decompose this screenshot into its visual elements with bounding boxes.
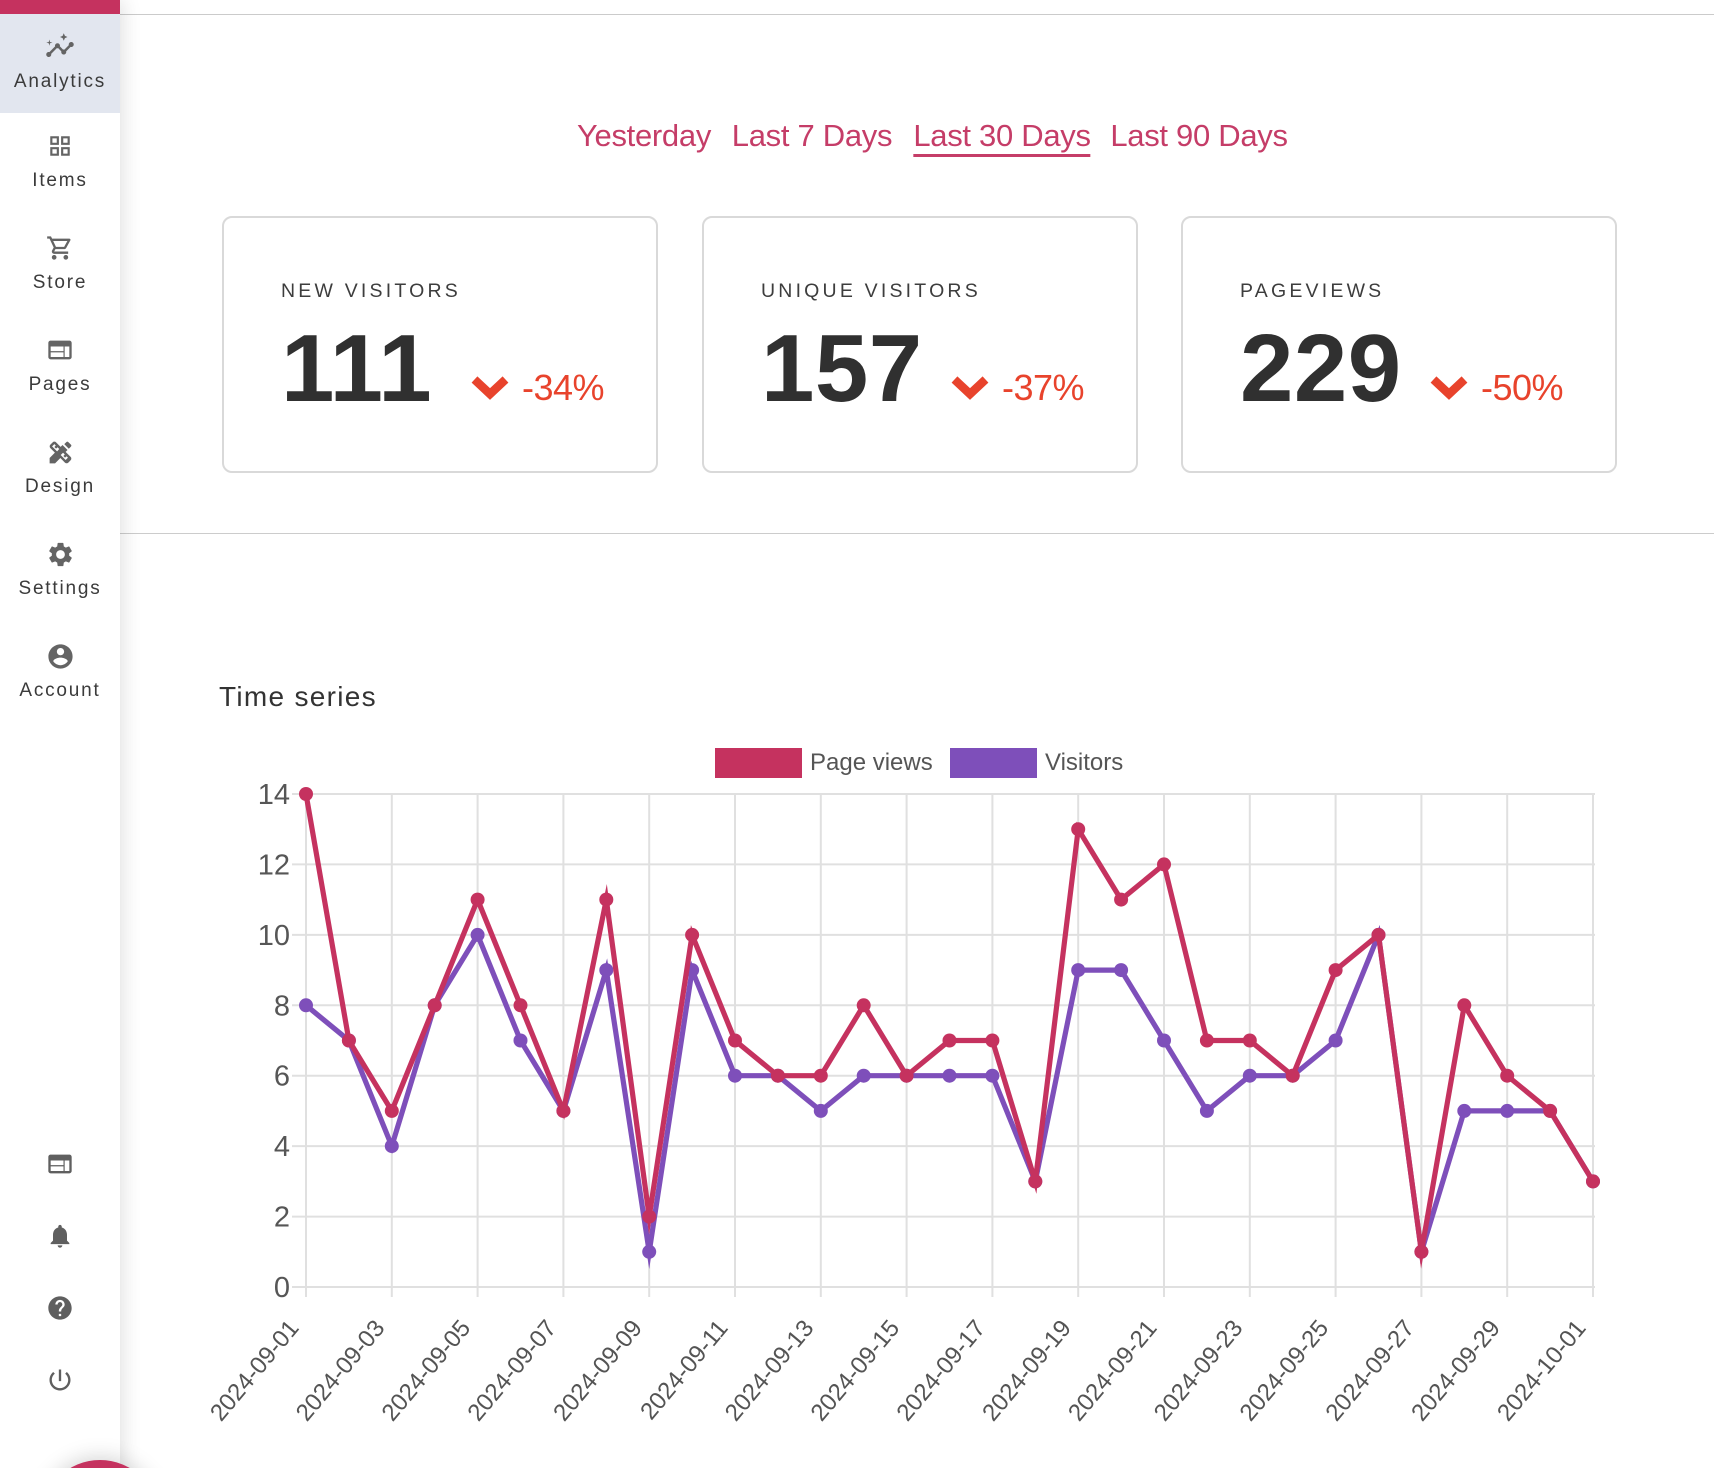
svg-text:8: 8 xyxy=(274,990,290,1022)
svg-text:Page views: Page views xyxy=(810,749,933,776)
svg-text:2024-10-01: 2024-10-01 xyxy=(1492,1315,1592,1426)
svg-text:6: 6 xyxy=(274,1061,290,1093)
svg-text:2024-09-25: 2024-09-25 xyxy=(1235,1315,1335,1426)
svg-text:2024-09-15: 2024-09-15 xyxy=(806,1315,906,1426)
svg-text:Visitors: Visitors xyxy=(1045,749,1123,776)
svg-text:2024-09-27: 2024-09-27 xyxy=(1320,1315,1420,1426)
svg-text:12: 12 xyxy=(258,849,290,881)
svg-text:4: 4 xyxy=(274,1131,290,1163)
svg-text:2024-09-07: 2024-09-07 xyxy=(462,1315,562,1426)
svg-text:2024-09-09: 2024-09-09 xyxy=(548,1315,648,1426)
svg-text:2024-09-17: 2024-09-17 xyxy=(891,1315,991,1426)
svg-text:2024-09-05: 2024-09-05 xyxy=(377,1315,477,1426)
svg-text:2024-09-03: 2024-09-03 xyxy=(291,1315,391,1426)
svg-text:0: 0 xyxy=(274,1272,290,1304)
svg-text:2024-09-19: 2024-09-19 xyxy=(977,1315,1077,1426)
svg-text:2024-09-23: 2024-09-23 xyxy=(1149,1315,1249,1426)
svg-text:2: 2 xyxy=(274,1202,290,1234)
svg-text:2024-09-21: 2024-09-21 xyxy=(1063,1315,1163,1426)
svg-text:2024-09-01: 2024-09-01 xyxy=(205,1315,305,1426)
svg-text:2024-09-11: 2024-09-11 xyxy=(635,1315,733,1425)
svg-text:14: 14 xyxy=(258,779,290,811)
svg-text:10: 10 xyxy=(258,920,290,952)
svg-text:2024-09-13: 2024-09-13 xyxy=(720,1315,820,1426)
svg-text:2024-09-29: 2024-09-29 xyxy=(1406,1315,1506,1426)
